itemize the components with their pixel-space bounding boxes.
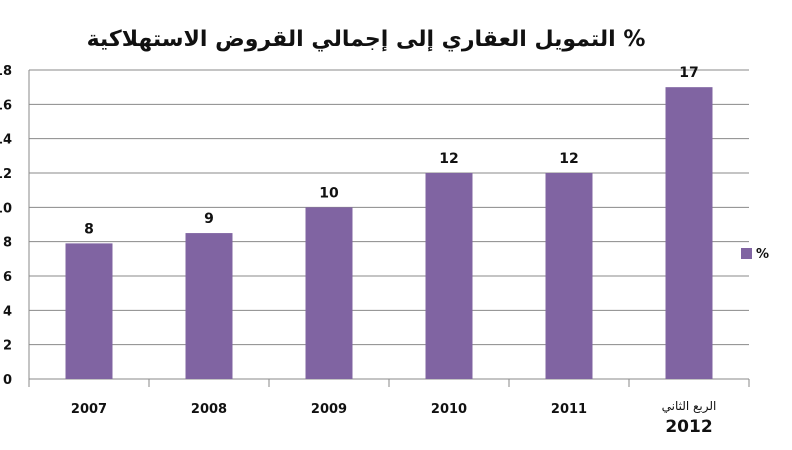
bar-5 xyxy=(665,87,713,380)
x-tick-label: 2008 xyxy=(191,402,227,417)
y-tick-label: 16 xyxy=(0,98,12,113)
x-tick-label: 2007 xyxy=(71,402,107,417)
legend-swatch xyxy=(741,248,752,259)
y-tick-label: 14 xyxy=(0,133,12,148)
legend: % xyxy=(741,247,769,262)
data-label-2: 10 xyxy=(319,185,339,201)
y-tick-label: 12 xyxy=(0,167,12,182)
bar-1 xyxy=(185,233,233,379)
y-axis-ticks: 0 2 4 6 8 10 12 14 16 18 xyxy=(0,64,12,388)
y-tick-label: 8 xyxy=(3,236,12,251)
bar-4 xyxy=(545,173,593,379)
y-tick-label: 0 xyxy=(3,373,12,388)
bar-0 xyxy=(65,243,113,379)
data-label-5: 17 xyxy=(679,65,698,81)
legend-label: % xyxy=(756,247,769,262)
chart-title: % التمويل العقاري إلى إجمالي القروض الاس… xyxy=(87,27,646,52)
gridlines xyxy=(28,69,750,387)
data-label-4: 12 xyxy=(559,151,578,167)
x-axis-ticks: 2007 2008 2009 2010 2011 الربع الثاني 2012 xyxy=(71,399,716,437)
y-tick-label: 2 xyxy=(3,339,12,354)
x-tick-label: 2009 xyxy=(311,402,347,417)
x-tick-label: 2011 xyxy=(551,402,587,417)
bar-2 xyxy=(305,207,353,379)
y-tick-label: 6 xyxy=(3,270,12,285)
x-tick-label-line2: 2012 xyxy=(665,417,712,437)
bars xyxy=(65,87,713,380)
data-label-0: 8 xyxy=(84,221,94,237)
x-tick-label: الربع الثاني xyxy=(662,399,717,414)
y-tick-label: 4 xyxy=(3,304,12,319)
bar-3 xyxy=(425,173,473,379)
x-tick-label: 2010 xyxy=(431,402,467,417)
y-tick-label: 10 xyxy=(0,201,12,216)
data-labels: 8 9 10 12 12 17 xyxy=(84,65,699,237)
y-tick-label: 18 xyxy=(0,64,12,79)
data-label-1: 9 xyxy=(204,211,214,227)
data-label-3: 12 xyxy=(439,151,458,167)
